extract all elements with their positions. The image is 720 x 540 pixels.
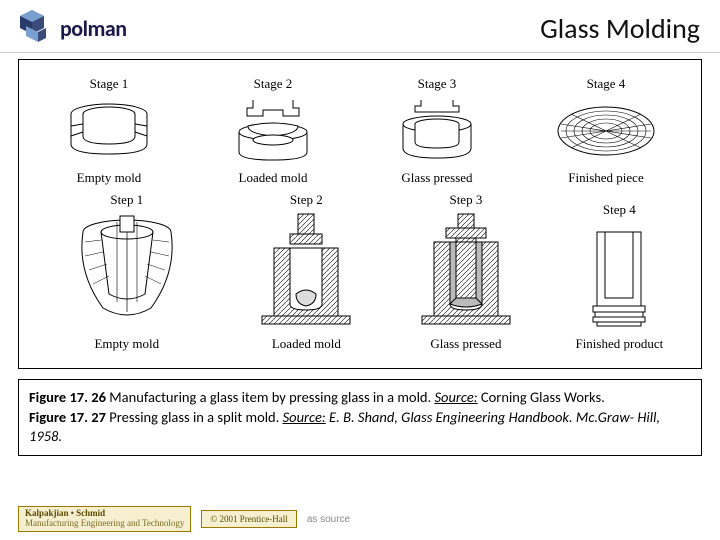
polman-logo-icon <box>10 8 54 48</box>
textbook-badge: Kalpakjian • Schmid Manufacturing Engine… <box>18 506 191 532</box>
figure-26-row: Stage 1 Empty mold Stage 2 <box>27 66 693 186</box>
finished-piece-icon <box>551 96 661 166</box>
step-caption: Glass pressed <box>430 336 501 352</box>
fig27-text: Pressing glass in a split mold. <box>106 408 283 426</box>
logo: polman <box>10 8 127 48</box>
empty-mold-icon <box>59 96 159 166</box>
split-pressed-icon <box>416 212 516 332</box>
stage-label: Stage 2 <box>254 76 293 92</box>
slide-header: polman Glass Molding <box>0 0 720 53</box>
split-empty-mold-icon <box>57 212 197 332</box>
stage-caption: Empty mold <box>77 170 142 186</box>
step-caption: Loaded mold <box>272 336 341 352</box>
slide-title: Glass Molding <box>540 11 700 46</box>
stage-3: Stage 3 Glass pressed <box>387 76 487 186</box>
loaded-mold-icon <box>223 96 323 166</box>
figure-27-row: Step 1 Empt <box>27 192 693 352</box>
step-caption: Empty mold <box>94 336 159 352</box>
step-label: Step 4 <box>603 202 636 218</box>
step-label: Step 1 <box>110 192 143 208</box>
copyright-badge: © 2001 Prentice-Hall <box>201 510 296 528</box>
caption-box: Figure 17. 26 Manufacturing a glass item… <box>18 379 702 456</box>
split-loaded-mold-icon <box>256 212 356 332</box>
badge-title: Manufacturing Engineering and Technology <box>25 519 184 529</box>
step-1: Step 1 Empt <box>57 192 197 352</box>
step-2: Step 2 Loaded mold <box>256 192 356 352</box>
footer: Kalpakjian • Schmid Manufacturing Engine… <box>18 506 350 532</box>
fig27-source-label: Source: <box>283 408 326 426</box>
as-source-text: as source <box>307 514 350 525</box>
fig26-source: Corning Glass Works. <box>478 388 605 406</box>
finished-product-icon <box>579 222 659 332</box>
stage-caption: Glass pressed <box>401 170 472 186</box>
stage-label: Stage 3 <box>418 76 457 92</box>
step-label: Step 3 <box>449 192 482 208</box>
fig27-label: Figure 17. 27 <box>29 408 106 426</box>
caption-fig26: Figure 17. 26 Manufacturing a glass item… <box>29 388 691 408</box>
fig26-label: Figure 17. 26 <box>29 388 106 406</box>
step-3: Step 3 Glass pressed <box>416 192 516 352</box>
stage-caption: Loaded mold <box>239 170 308 186</box>
stage-label: Stage 1 <box>90 76 129 92</box>
figure-frame: Stage 1 Empty mold Stage 2 <box>18 59 702 369</box>
glass-pressed-icon <box>387 96 487 166</box>
stage-4: Stage 4 Finished piece <box>551 76 661 186</box>
fig26-text: Manufacturing a glass item by pressing g… <box>106 388 434 406</box>
stage-2: Stage 2 Loaded mold <box>223 76 323 186</box>
step-4: Step 4 Finished product <box>575 202 663 352</box>
step-label: Step 2 <box>290 192 323 208</box>
logo-text: polman <box>60 15 127 42</box>
step-caption: Finished product <box>575 336 663 352</box>
fig26-source-label: Source: <box>434 388 477 406</box>
stage-label: Stage 4 <box>587 76 626 92</box>
stage-caption: Finished piece <box>568 170 643 186</box>
caption-fig27: Figure 17. 27 Pressing glass in a split … <box>29 408 691 447</box>
stage-1: Stage 1 Empty mold <box>59 76 159 186</box>
